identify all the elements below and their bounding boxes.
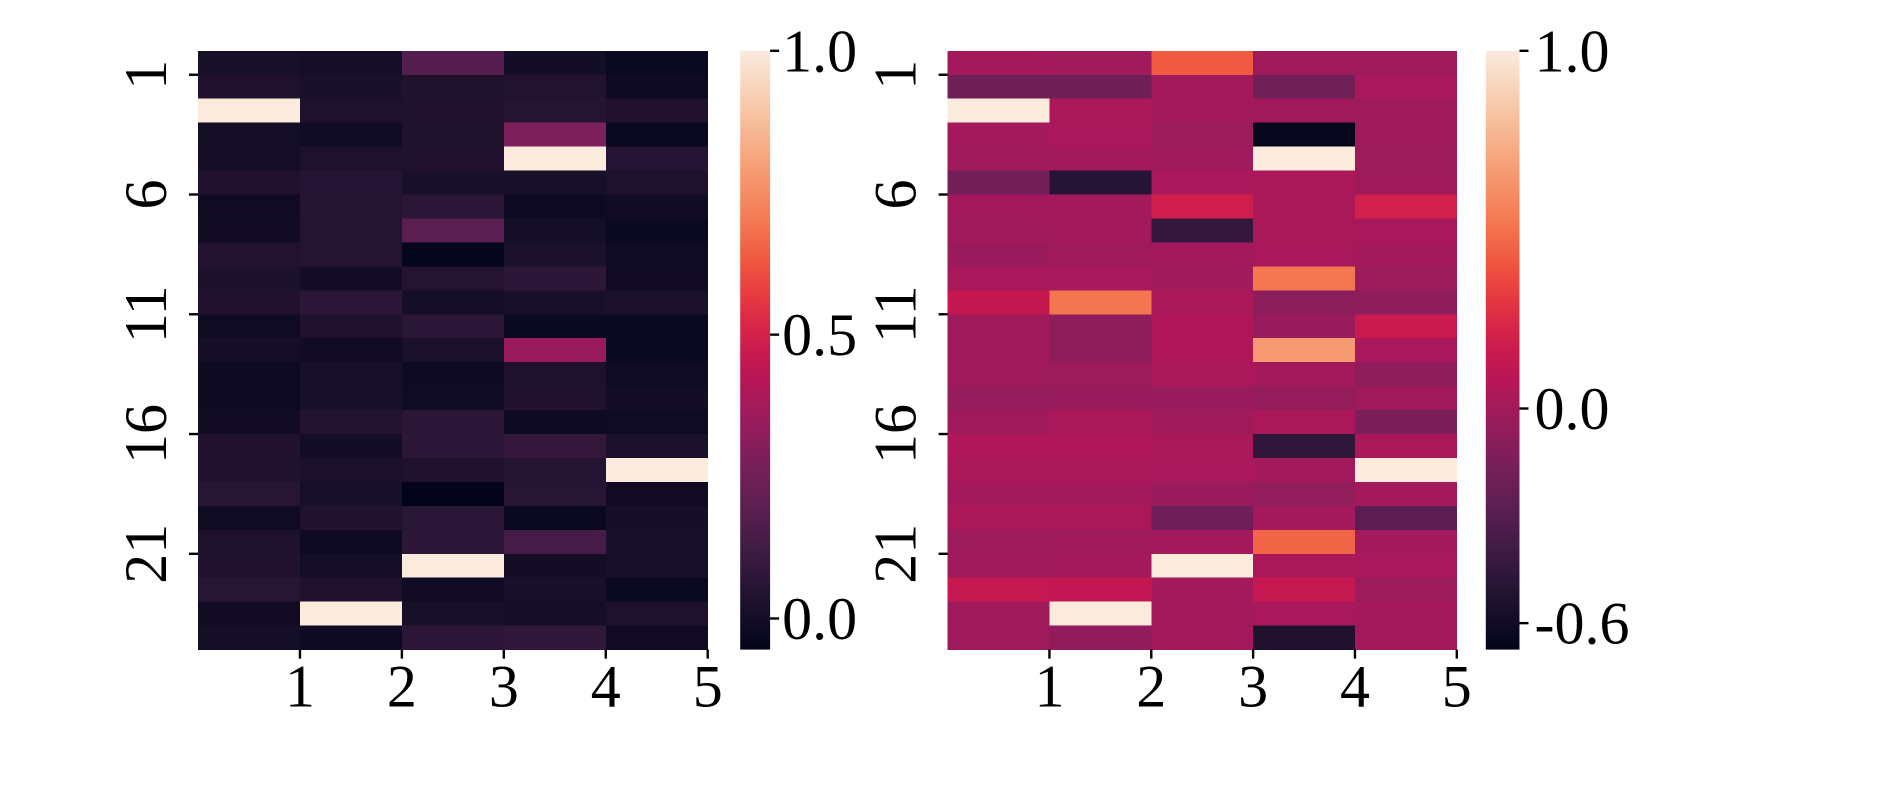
svg-text:6: 6: [863, 180, 929, 210]
svg-text:21: 21: [863, 524, 929, 584]
svg-text:5: 5: [693, 654, 723, 720]
svg-text:11: 11: [863, 285, 929, 343]
svg-text:1: 1: [1034, 654, 1064, 720]
svg-text:16: 16: [863, 404, 929, 464]
svg-text:0.0: 0.0: [782, 586, 857, 652]
svg-text:1: 1: [863, 60, 929, 90]
svg-text:5: 5: [1442, 654, 1472, 720]
svg-text:1: 1: [285, 654, 315, 720]
svg-text:-0.6: -0.6: [1535, 591, 1630, 657]
svg-text:1.0: 1.0: [1535, 18, 1610, 84]
svg-text:21: 21: [113, 524, 179, 584]
svg-text:1: 1: [113, 60, 179, 90]
svg-text:0.5: 0.5: [782, 302, 857, 368]
svg-text:2: 2: [1136, 654, 1166, 720]
svg-text:2: 2: [387, 654, 417, 720]
svg-text:4: 4: [591, 654, 621, 720]
svg-text:6: 6: [113, 180, 179, 210]
svg-text:0.0: 0.0: [1535, 376, 1610, 442]
svg-text:3: 3: [1238, 654, 1268, 720]
svg-text:3: 3: [489, 654, 519, 720]
svg-text:1.0: 1.0: [782, 18, 857, 84]
svg-text:16: 16: [113, 404, 179, 464]
svg-text:11: 11: [113, 285, 179, 343]
svg-text:4: 4: [1340, 654, 1370, 720]
